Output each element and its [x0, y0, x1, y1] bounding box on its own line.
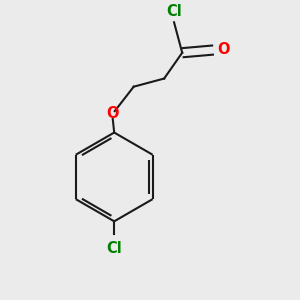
Text: Cl: Cl: [166, 4, 182, 20]
Text: O: O: [217, 43, 230, 58]
Text: O: O: [106, 106, 119, 122]
Text: Cl: Cl: [106, 241, 122, 256]
